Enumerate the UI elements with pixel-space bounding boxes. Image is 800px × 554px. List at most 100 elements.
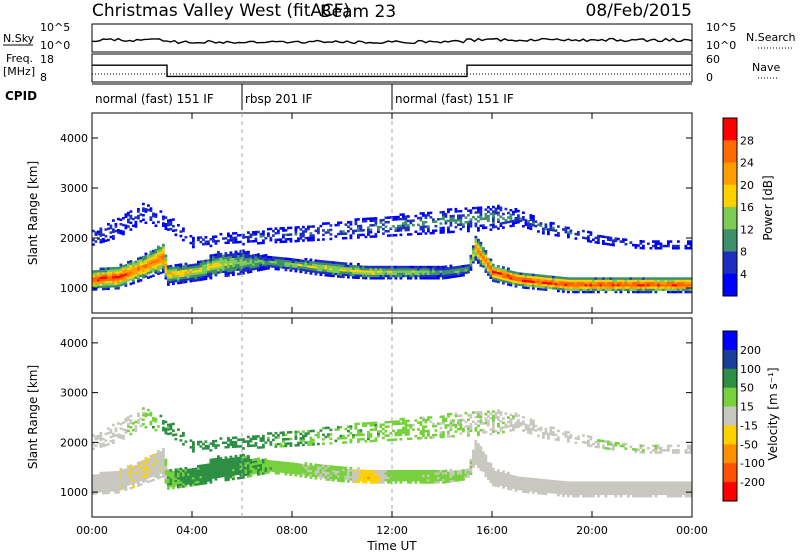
velocity-cell (362, 433, 365, 436)
power-cell (524, 273, 528, 276)
velocity-cell (207, 474, 210, 478)
velocity-cell (642, 494, 645, 498)
velocity-cell (164, 476, 168, 480)
velocity-cell (107, 487, 110, 490)
velocity-cell (484, 472, 488, 475)
power-cell (144, 208, 148, 211)
power-cell (622, 281, 625, 285)
power-cell (247, 250, 250, 254)
velocity-cell (99, 478, 103, 482)
velocity-cell (249, 437, 253, 441)
power-cell (94, 283, 98, 287)
velocity-cell (572, 494, 575, 498)
power-cell (354, 222, 358, 226)
power-cell (482, 258, 485, 261)
power-cell (627, 277, 630, 280)
velocity-cell (432, 478, 435, 482)
velocity-cell (204, 444, 208, 448)
power-cell (404, 222, 408, 225)
velocity-cell (449, 480, 453, 483)
velocity-cell (127, 425, 130, 428)
velocity-cell (127, 465, 130, 468)
power-cell (282, 233, 285, 237)
power-cell (119, 268, 123, 271)
power-cell (662, 286, 665, 289)
power-cell (494, 266, 498, 270)
power-cell (424, 220, 428, 224)
velocity-cell (264, 469, 268, 472)
velocity-cell (599, 485, 603, 489)
power-cell (537, 285, 540, 288)
velocity-cell (489, 432, 493, 436)
power-cell (574, 232, 578, 236)
velocity-cell (294, 462, 298, 466)
power-cell (422, 268, 425, 271)
velocity-cell (162, 448, 165, 451)
velocity-cell (397, 420, 400, 423)
power-cell (557, 287, 560, 290)
power-cell (117, 266, 120, 270)
power-ylabel: Slant Range [km] (26, 161, 40, 265)
velocity-cell (112, 423, 115, 427)
velocity-cell (589, 483, 593, 487)
power-cell (372, 268, 375, 271)
power-cell (609, 286, 613, 289)
velocity-cell (279, 461, 283, 464)
velocity-cell (552, 484, 555, 487)
power-cell (142, 267, 145, 270)
velocity-cell (352, 480, 355, 483)
velocity-cell (457, 421, 460, 424)
velocity-cell (569, 483, 573, 487)
velocity-cell (249, 468, 253, 471)
power-cell (282, 266, 285, 269)
power-cell (292, 258, 295, 261)
velocity-cell (284, 433, 288, 436)
velocity-cell (347, 425, 350, 428)
velocity-cell (534, 480, 538, 483)
velocity-cell (142, 469, 145, 472)
velocity-cell (307, 430, 310, 433)
power-cell (429, 268, 433, 271)
power-cell (399, 226, 403, 230)
power-cell (324, 231, 328, 234)
power-cell (549, 280, 553, 283)
power-cell (489, 263, 493, 266)
power-cell (544, 281, 548, 285)
power-cell (282, 240, 285, 243)
power-cell (114, 223, 118, 226)
power-cell (107, 274, 110, 277)
velocity-cell (602, 483, 605, 487)
velocity-cell (324, 464, 328, 468)
y-tick-label: 2000 (60, 232, 88, 245)
power-cell (217, 257, 220, 261)
power-cell (634, 244, 638, 247)
velocity-cell (554, 484, 558, 488)
power-cell (112, 267, 115, 270)
velocity-cell (272, 460, 275, 463)
power-cell (484, 270, 488, 273)
power-cell (347, 276, 350, 279)
velocity-cell (244, 464, 248, 467)
power-cell (167, 223, 170, 227)
power-cell (94, 270, 98, 273)
power-cell (514, 221, 518, 224)
velocity-cell (199, 471, 203, 474)
velocity-cell (229, 466, 233, 470)
velocity-cell (477, 463, 480, 466)
power-cell (659, 279, 663, 282)
velocity-cell (454, 423, 458, 427)
power-cell (339, 264, 343, 267)
power-cell (332, 272, 335, 275)
velocity-cell (474, 444, 478, 448)
power-cell (497, 207, 500, 210)
velocity-cell (507, 416, 510, 419)
power-cell (502, 221, 505, 225)
power-cell (249, 257, 253, 260)
power-cell (194, 279, 198, 282)
velocity-cell (557, 487, 560, 490)
velocity-cell (259, 446, 263, 449)
velocity-cell (449, 475, 453, 479)
power-cell (137, 210, 140, 213)
velocity-cell (462, 469, 465, 472)
velocity-cell (547, 479, 550, 482)
